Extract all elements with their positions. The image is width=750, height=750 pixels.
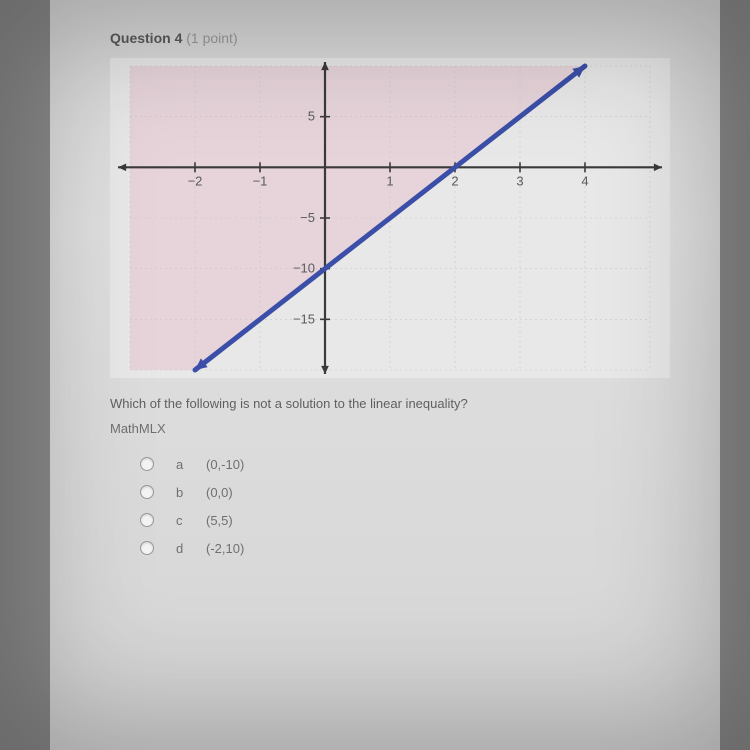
option-value: (0,-10)	[206, 457, 244, 472]
question-points: (1 point)	[186, 30, 237, 46]
page: Question 4 (1 point) −2 −1 1 2 3 4 5 −5 −10 −15 W…	[50, 0, 720, 750]
question-label: Question	[110, 30, 171, 46]
svg-text:5: 5	[308, 109, 315, 124]
question-header: Question 4 (1 point)	[110, 30, 660, 46]
radio-icon[interactable]	[140, 485, 154, 499]
radio-icon[interactable]	[140, 513, 154, 527]
svg-text:−10: −10	[293, 261, 315, 276]
svg-text:3: 3	[516, 173, 523, 188]
svg-text:4: 4	[581, 173, 588, 188]
radio-icon[interactable]	[140, 457, 154, 471]
option-value: (5,5)	[206, 513, 233, 528]
option-letter: d	[176, 541, 206, 556]
option-value: (0,0)	[206, 485, 233, 500]
option-b[interactable]: b (0,0)	[140, 478, 660, 506]
option-c[interactable]: c (5,5)	[140, 506, 660, 534]
svg-text:−5: −5	[300, 210, 315, 225]
option-letter: a	[176, 457, 206, 472]
option-letter: b	[176, 485, 206, 500]
radio-icon[interactable]	[140, 541, 154, 555]
option-value: (-2,10)	[206, 541, 244, 556]
svg-text:−2: −2	[188, 173, 203, 188]
option-letter: c	[176, 513, 206, 528]
svg-text:1: 1	[386, 173, 393, 188]
svg-text:−15: −15	[293, 311, 315, 326]
inequality-graph: −2 −1 1 2 3 4 5 −5 −10 −15	[110, 58, 670, 378]
svg-text:−1: −1	[253, 173, 268, 188]
question-number: 4	[175, 30, 183, 46]
option-a[interactable]: a (0,-10)	[140, 450, 660, 478]
answer-options: a (0,-10) b (0,0) c (5,5) d (-2,10)	[140, 450, 660, 562]
option-d[interactable]: d (-2,10)	[140, 534, 660, 562]
question-prompt: Which of the following is not a solution…	[110, 396, 660, 411]
svg-text:2: 2	[451, 173, 458, 188]
source-label: MathMLX	[110, 421, 660, 436]
